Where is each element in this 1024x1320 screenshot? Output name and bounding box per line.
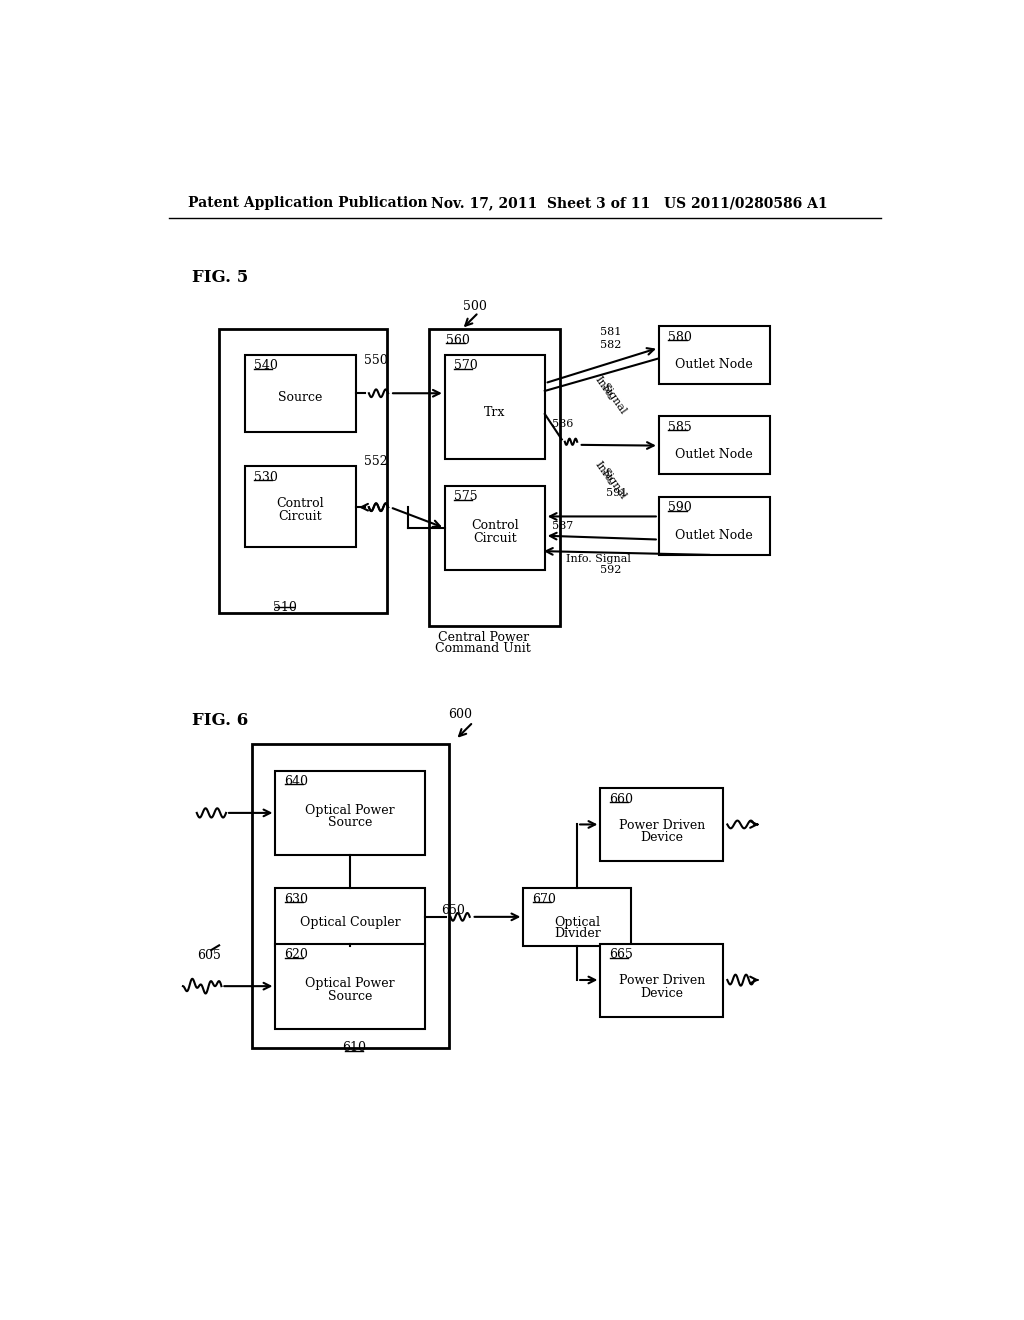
Text: 510: 510 — [272, 601, 297, 614]
Text: 620: 620 — [285, 948, 308, 961]
Bar — [658, 416, 770, 474]
Bar — [523, 888, 631, 946]
Text: Outlet Node: Outlet Node — [676, 449, 753, 462]
Text: Device: Device — [640, 832, 683, 843]
Text: 582: 582 — [600, 339, 622, 350]
Text: Optical Power: Optical Power — [305, 977, 395, 990]
Text: Patent Application Publication: Patent Application Publication — [188, 197, 428, 210]
Text: 585: 585 — [668, 421, 692, 434]
Bar — [245, 355, 356, 432]
Text: 575: 575 — [454, 490, 477, 503]
Bar — [444, 355, 545, 459]
Bar — [219, 330, 387, 612]
Bar — [600, 788, 724, 862]
Text: Source: Source — [328, 990, 372, 1003]
Bar — [600, 944, 724, 1016]
Text: Control: Control — [276, 496, 324, 510]
Bar — [429, 330, 560, 626]
Text: Circuit: Circuit — [279, 510, 322, 523]
Text: 650: 650 — [441, 904, 465, 917]
Text: Info.: Info. — [593, 459, 615, 486]
Text: Signal: Signal — [599, 381, 628, 416]
Text: Optical Power: Optical Power — [305, 804, 395, 817]
Text: Central Power: Central Power — [437, 631, 528, 644]
Text: 610: 610 — [342, 1041, 366, 1055]
Text: 552: 552 — [364, 454, 387, 467]
Text: Control: Control — [471, 519, 518, 532]
Text: Trx: Trx — [484, 407, 506, 418]
Text: Optical Coupler: Optical Coupler — [300, 916, 400, 929]
Text: Signal: Signal — [599, 466, 628, 500]
Bar — [275, 888, 425, 946]
Bar — [658, 498, 770, 554]
Bar — [252, 743, 449, 1048]
Text: 640: 640 — [285, 775, 308, 788]
Text: Divider: Divider — [554, 927, 600, 940]
Text: Info. Signal: Info. Signal — [565, 554, 631, 564]
Text: 586: 586 — [552, 418, 573, 429]
Text: 630: 630 — [285, 892, 308, 906]
Text: 500: 500 — [463, 300, 487, 313]
Text: 605: 605 — [198, 949, 221, 962]
Bar — [658, 326, 770, 384]
Text: FIG. 5: FIG. 5 — [193, 269, 249, 286]
Text: 591: 591 — [606, 488, 628, 499]
Text: 660: 660 — [609, 792, 634, 805]
Text: Device: Device — [640, 986, 683, 999]
Text: Nov. 17, 2011  Sheet 3 of 11: Nov. 17, 2011 Sheet 3 of 11 — [431, 197, 650, 210]
Text: 530: 530 — [254, 471, 278, 483]
Text: FIG. 6: FIG. 6 — [193, 711, 249, 729]
Text: Source: Source — [328, 816, 372, 829]
Text: Outlet Node: Outlet Node — [676, 529, 753, 543]
Bar — [444, 486, 545, 570]
Text: 587: 587 — [552, 520, 573, 531]
Text: Power Driven: Power Driven — [618, 818, 705, 832]
Text: 570: 570 — [454, 359, 478, 372]
Text: Command Unit: Command Unit — [435, 642, 531, 655]
Text: 560: 560 — [446, 334, 470, 347]
Text: 581: 581 — [600, 326, 622, 337]
Text: Power Driven: Power Driven — [618, 974, 705, 987]
Text: 592: 592 — [600, 565, 622, 574]
Text: 580: 580 — [668, 330, 692, 343]
Bar — [275, 944, 425, 1028]
Text: Outlet Node: Outlet Node — [676, 358, 753, 371]
Text: Circuit: Circuit — [473, 532, 516, 545]
Text: Info.: Info. — [593, 375, 615, 401]
Text: 540: 540 — [254, 359, 278, 372]
Text: 665: 665 — [609, 948, 634, 961]
Text: Optical: Optical — [554, 916, 600, 929]
Bar — [245, 466, 356, 548]
Text: 590: 590 — [668, 502, 692, 515]
Text: Source: Source — [278, 391, 323, 404]
Text: 600: 600 — [449, 708, 472, 721]
Text: US 2011/0280586 A1: US 2011/0280586 A1 — [665, 197, 827, 210]
Text: 550: 550 — [364, 354, 387, 367]
Bar — [275, 771, 425, 855]
Text: 670: 670 — [532, 892, 556, 906]
